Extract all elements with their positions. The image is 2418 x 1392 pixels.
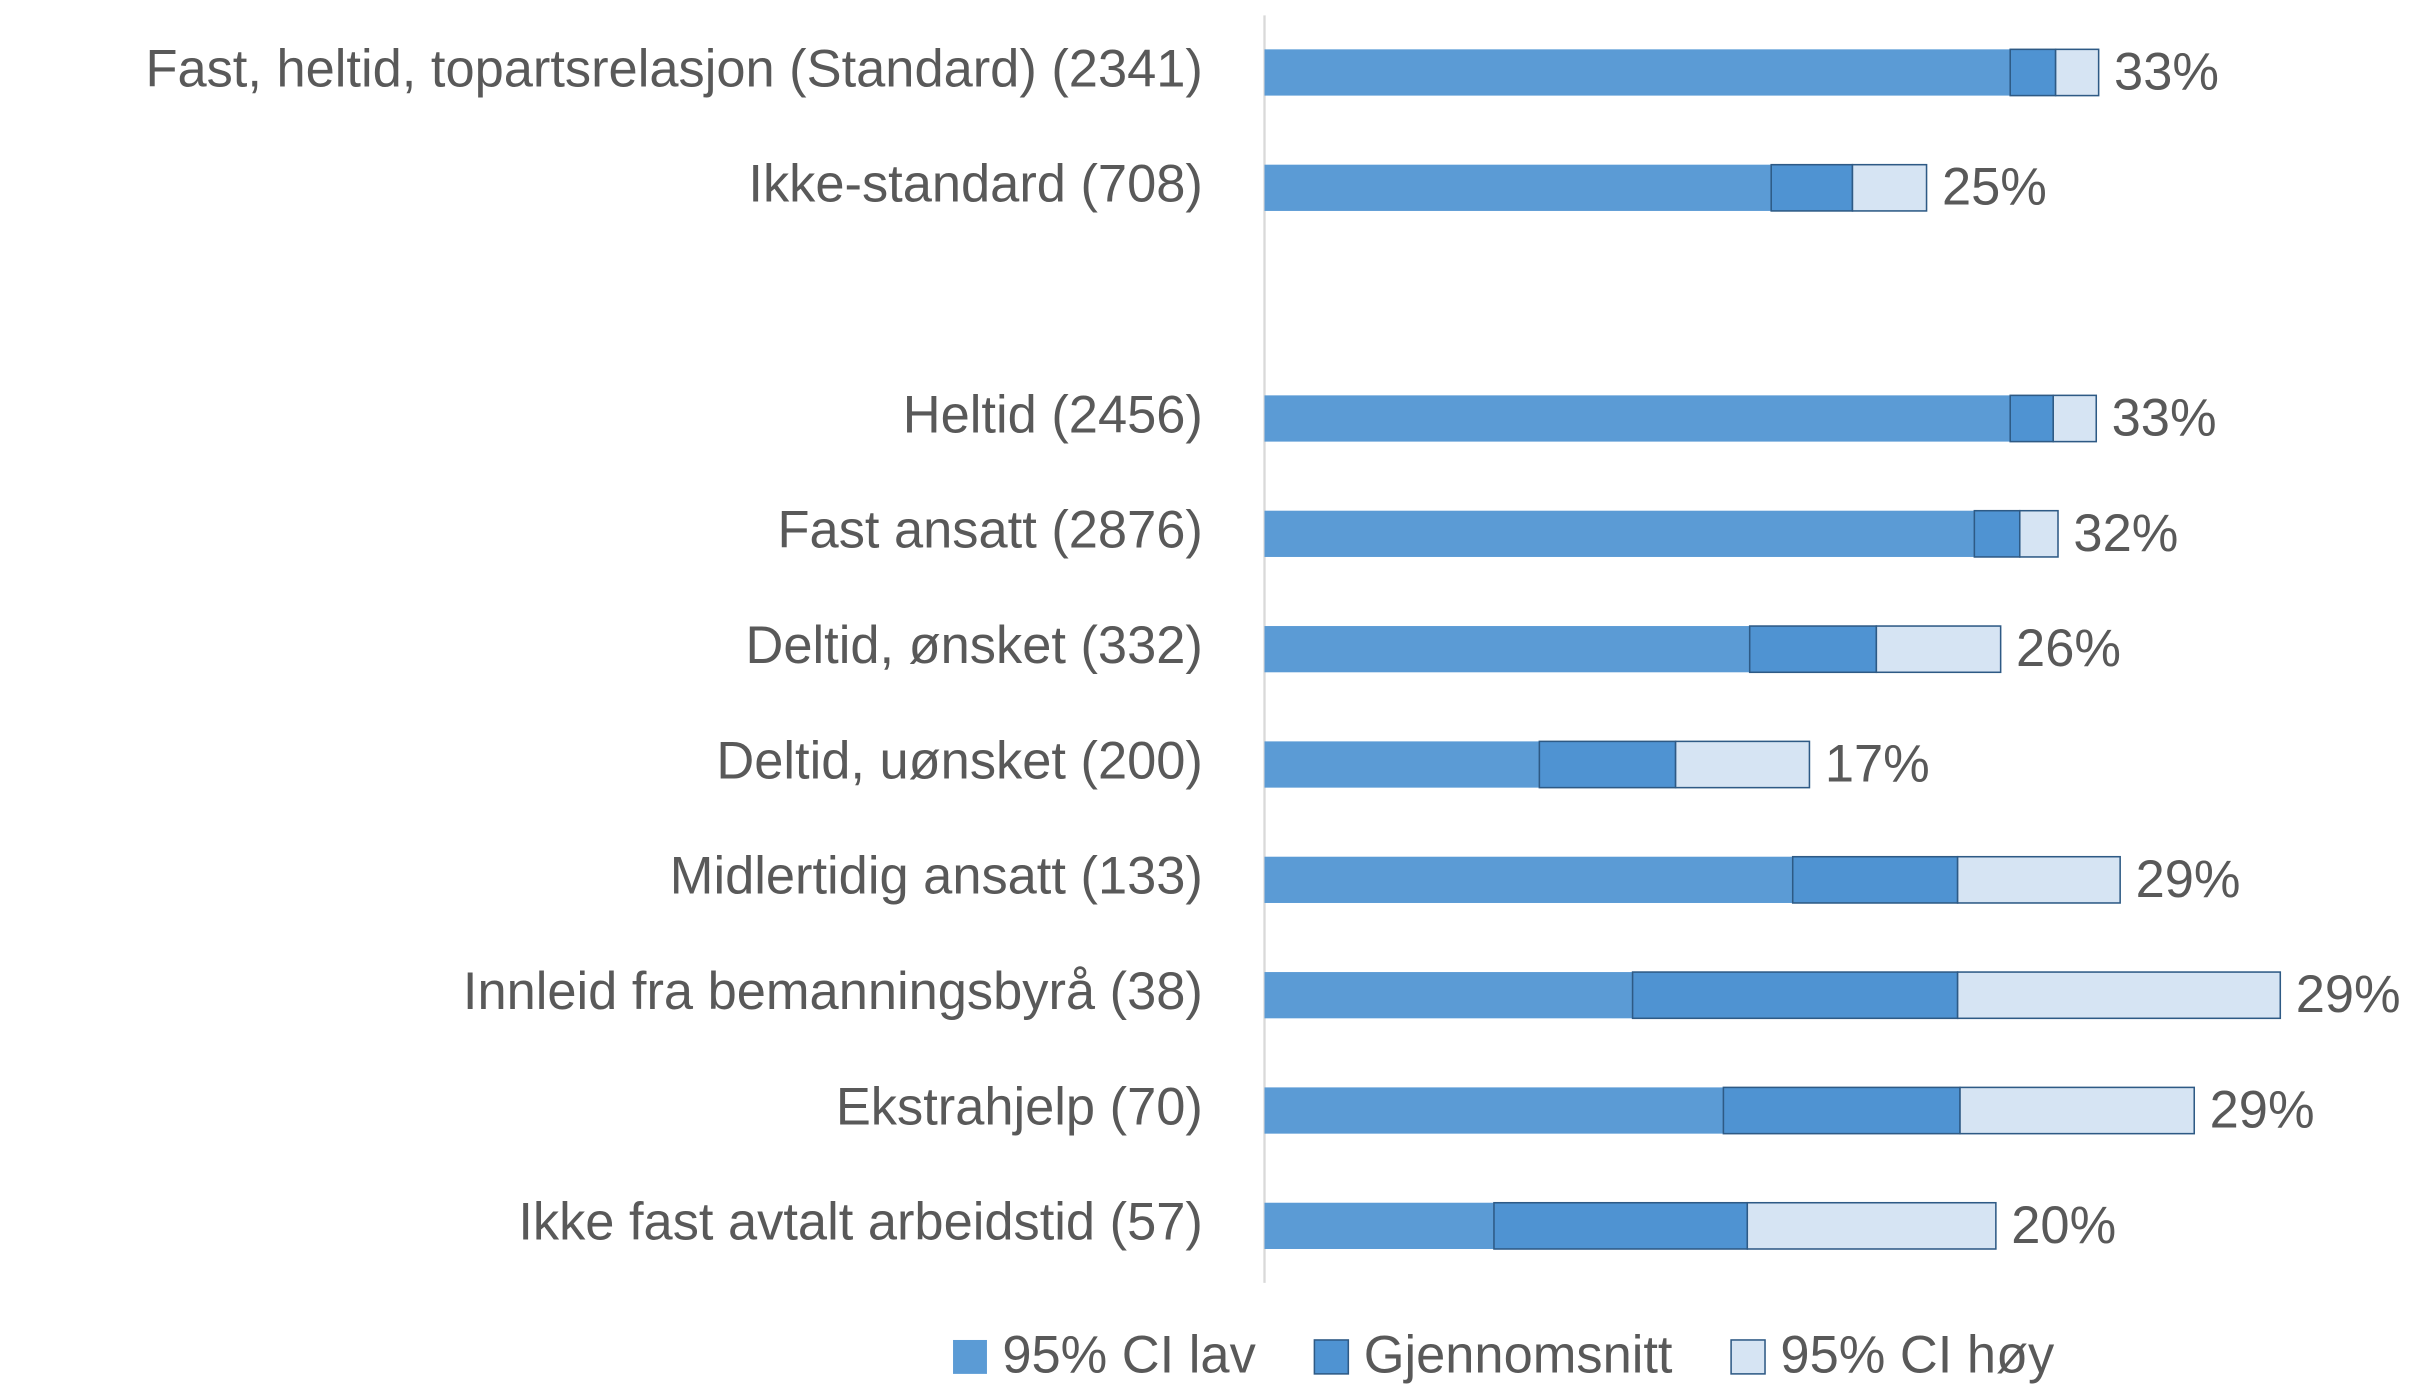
bar-segment bbox=[1538, 740, 1677, 789]
bar-segment bbox=[2054, 48, 2100, 97]
bar-segment bbox=[1746, 1201, 1997, 1250]
data-label: 29% bbox=[2136, 851, 2241, 909]
legend-swatch bbox=[1730, 1339, 1766, 1375]
bar-segment bbox=[1631, 971, 1959, 1020]
bar-segment bbox=[1956, 855, 2121, 904]
category-label: Fast ansatt (2876) bbox=[778, 502, 1203, 560]
bar-segment bbox=[1264, 856, 1793, 903]
data-label: 20% bbox=[2011, 1197, 2116, 1255]
legend-label: 95% CI høy bbox=[1780, 1326, 2055, 1384]
bar-segment bbox=[2009, 394, 2054, 443]
data-label: 29% bbox=[2296, 966, 2401, 1024]
bar-segment bbox=[1956, 971, 2282, 1020]
bar-segment bbox=[1722, 1086, 1961, 1135]
category-label: Heltid (2456) bbox=[903, 386, 1203, 444]
legend-label: Gjennomsnitt bbox=[1364, 1326, 1673, 1384]
category-label: Deltid, ønsket (332) bbox=[746, 617, 1203, 675]
legend-swatch bbox=[1313, 1339, 1350, 1375]
bar-segment bbox=[1748, 625, 1878, 674]
bar-segment bbox=[2009, 48, 2057, 97]
bar-segment bbox=[1264, 510, 1975, 557]
data-label: 33% bbox=[2112, 389, 2217, 447]
bar-segment bbox=[1264, 1087, 1724, 1134]
category-label: Fast, heltid, topartsrelasjon (Standard)… bbox=[145, 40, 1202, 98]
category-label: Ikke-standard (708) bbox=[748, 156, 1202, 214]
data-label: 33% bbox=[2114, 43, 2219, 101]
category-label: Ekstrahjelp (70) bbox=[836, 1078, 1203, 1136]
bar-segment bbox=[1674, 740, 1811, 789]
bar-segment bbox=[1973, 509, 2021, 558]
bar-segment bbox=[1959, 1086, 2196, 1135]
bar-segment bbox=[1493, 1201, 1749, 1250]
bar-segment bbox=[2052, 394, 2098, 443]
category-label: Ikke fast avtalt arbeidstid (57) bbox=[518, 1194, 1203, 1252]
legend-swatch bbox=[953, 1339, 987, 1374]
legend-label: 95% CI lav bbox=[1002, 1326, 1256, 1384]
bar-segment bbox=[1264, 1202, 1494, 1249]
bar-segment bbox=[1851, 163, 1928, 212]
bar-segment bbox=[1791, 855, 1959, 904]
category-label: Midlertidig ansatt (133) bbox=[670, 848, 1203, 906]
data-label: 26% bbox=[2016, 620, 2121, 678]
bar-segment bbox=[1264, 626, 1750, 673]
bar-segment bbox=[1770, 163, 1854, 212]
data-label: 25% bbox=[1942, 159, 2047, 217]
category-label: Innleid fra bemanningsbyrå (38) bbox=[463, 963, 1203, 1021]
bar-segment bbox=[1875, 625, 2002, 674]
bar-segment bbox=[1264, 972, 1633, 1019]
bar-segment bbox=[2018, 509, 2059, 558]
data-label: 32% bbox=[2073, 505, 2178, 563]
bar-segment bbox=[1264, 395, 2011, 442]
bar-segment bbox=[1264, 741, 1540, 788]
bar-segment bbox=[1264, 49, 2011, 96]
bar-segment bbox=[1264, 164, 1772, 211]
data-label: 17% bbox=[1825, 735, 1930, 793]
data-label: 29% bbox=[2210, 1081, 2315, 1139]
category-label: Deltid, uønsket (200) bbox=[716, 732, 1202, 790]
